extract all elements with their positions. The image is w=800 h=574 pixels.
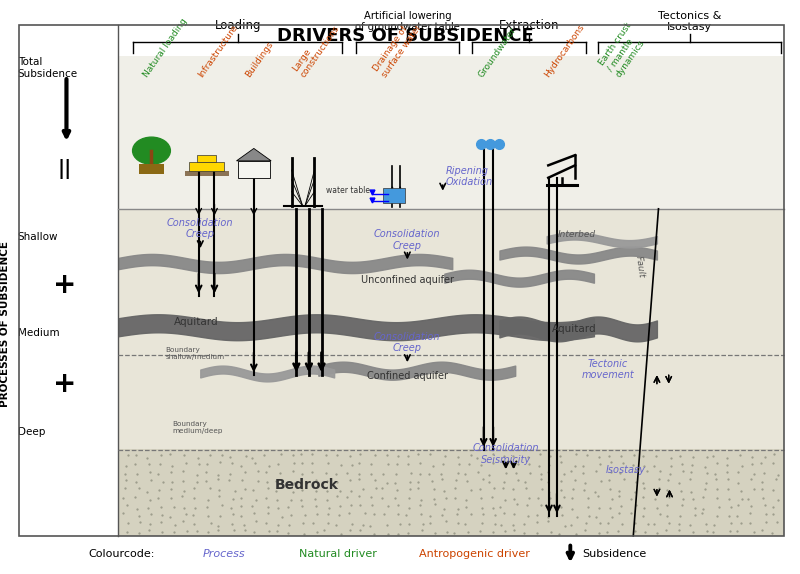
Text: Consolidation
Creep: Consolidation Creep — [374, 229, 441, 251]
Text: ||: || — [58, 159, 72, 179]
Text: Subsidence: Subsidence — [582, 549, 646, 559]
Text: Consolidation
Creep: Consolidation Creep — [167, 218, 234, 239]
Text: water table: water table — [326, 185, 370, 195]
Text: Ripening
Oxidation: Ripening Oxidation — [446, 166, 493, 188]
Circle shape — [133, 137, 170, 164]
Text: Infrastructure: Infrastructure — [197, 23, 240, 79]
Text: Colourcode:: Colourcode: — [88, 549, 154, 559]
Text: Shallow: Shallow — [18, 232, 58, 242]
Text: Medium: Medium — [18, 328, 59, 338]
Text: Aquitard: Aquitard — [552, 324, 597, 334]
Text: Groundwater: Groundwater — [476, 25, 518, 79]
Text: Fault: Fault — [634, 255, 646, 278]
Text: Artificial lowering
of groundwater table: Artificial lowering of groundwater table — [355, 11, 460, 32]
Text: DRIVERS OF SUBSIDENCE: DRIVERS OF SUBSIDENCE — [277, 26, 534, 45]
Text: Total
Subsidence: Total Subsidence — [18, 57, 78, 79]
Text: Hydrocarbons: Hydrocarbons — [543, 22, 586, 79]
Bar — [139, 164, 164, 174]
Text: Buildings: Buildings — [244, 40, 275, 79]
Text: Interbed: Interbed — [558, 230, 596, 239]
Text: Deep: Deep — [18, 426, 45, 437]
Text: Drainage of
surface water: Drainage of surface water — [372, 17, 423, 79]
Bar — [118, 448, 784, 536]
Text: Natural loading: Natural loading — [142, 17, 189, 79]
Text: Loading: Loading — [214, 20, 261, 32]
Text: Isostasy: Isostasy — [606, 465, 646, 475]
Text: PROCESSES OF SUBSIDENCE: PROCESSES OF SUBSIDENCE — [0, 242, 10, 408]
Bar — [118, 209, 784, 451]
Bar — [238, 161, 270, 178]
Text: Process: Process — [202, 549, 246, 559]
Text: Extraction: Extraction — [498, 20, 559, 32]
Text: Consolidation
Seismicity: Consolidation Seismicity — [473, 443, 539, 465]
Text: +: + — [53, 271, 77, 299]
Bar — [185, 171, 229, 176]
Bar — [197, 155, 216, 162]
Text: Natural driver: Natural driver — [299, 549, 377, 559]
Polygon shape — [237, 149, 271, 161]
Text: Tectonics &
Isostasy: Tectonics & Isostasy — [658, 11, 722, 32]
Text: Large
constructions: Large constructions — [290, 18, 342, 79]
Bar — [383, 188, 405, 203]
Text: Unconfined aquifer: Unconfined aquifer — [361, 276, 454, 285]
Text: Tectonic
movement: Tectonic movement — [582, 359, 634, 381]
Text: Earth crust
/ mantle
dynamics: Earth crust / mantle dynamics — [597, 21, 650, 79]
Text: Bedrock: Bedrock — [274, 478, 338, 492]
Bar — [118, 56, 784, 209]
Bar — [190, 162, 224, 171]
Text: Boundary
medium/deep: Boundary medium/deep — [173, 421, 223, 435]
Text: Consolidation
Creep: Consolidation Creep — [374, 332, 441, 353]
Text: Aquitard: Aquitard — [174, 317, 218, 327]
Text: Antropogenic driver: Antropogenic driver — [419, 549, 530, 559]
Text: +: + — [53, 370, 77, 398]
Text: Confined aquifer: Confined aquifer — [367, 371, 448, 381]
Text: Boundary
shallow/medium: Boundary shallow/medium — [166, 347, 225, 360]
